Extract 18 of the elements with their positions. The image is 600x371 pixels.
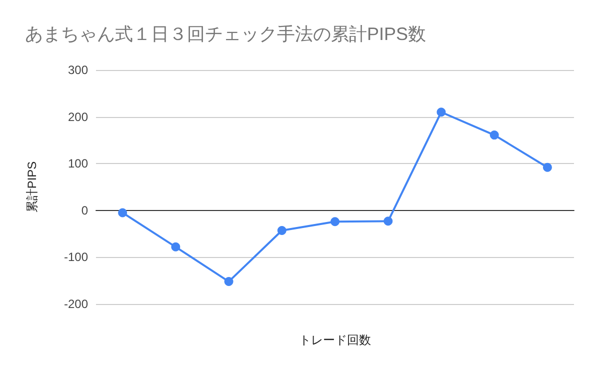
point bbox=[224, 277, 234, 286]
y-tick-label: -100 bbox=[64, 250, 88, 264]
point bbox=[384, 216, 393, 226]
point bbox=[436, 108, 446, 117]
y-tick-label: 0 bbox=[81, 203, 88, 218]
point bbox=[490, 130, 499, 140]
y-tick-label: -200 bbox=[64, 297, 88, 311]
point bbox=[277, 226, 286, 236]
x-axis-title: トレード回数 bbox=[299, 333, 371, 347]
point bbox=[171, 242, 180, 252]
chart-title: あまちゃん式１日３回チェック手法の累計PIPS数 bbox=[25, 24, 426, 44]
y-tick-label: 300 bbox=[68, 63, 88, 77]
point bbox=[330, 217, 340, 226]
y-axis-title: 累計PIPS bbox=[25, 161, 39, 213]
point bbox=[542, 162, 552, 172]
y-tick-label: 200 bbox=[68, 110, 88, 124]
y-tick-label: 100 bbox=[68, 156, 88, 171]
point bbox=[118, 208, 128, 218]
